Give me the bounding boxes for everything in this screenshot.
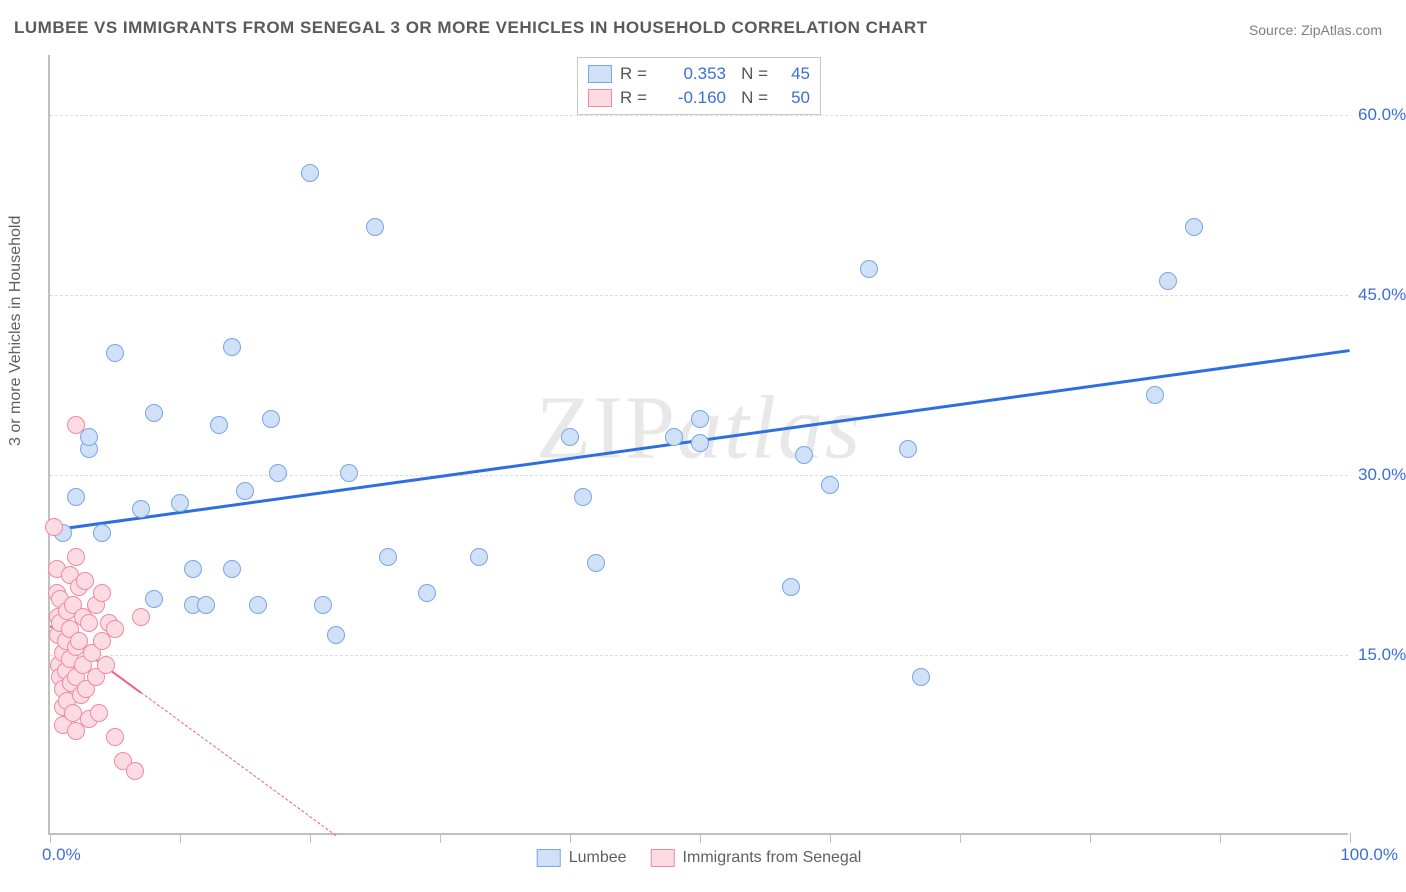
data-point [262,410,280,428]
data-point [1146,386,1164,404]
data-point [301,164,319,182]
data-point [912,668,930,686]
data-point [132,608,150,626]
data-point [665,428,683,446]
legend-item-lumbee: Lumbee [537,849,627,867]
data-point [67,416,85,434]
data-point [184,560,202,578]
x-tick-label-min: 0.0% [42,845,81,865]
data-point [126,762,144,780]
data-point [67,488,85,506]
y-tick-label: 60.0% [1358,105,1406,125]
data-point [327,626,345,644]
source-label: Source: ZipAtlas.com [1249,22,1382,38]
data-point [314,596,332,614]
data-point [470,548,488,566]
y-tick-label: 45.0% [1358,285,1406,305]
data-point [223,560,241,578]
data-point [899,440,917,458]
gridline [50,655,1348,656]
gridline [50,475,1348,476]
legend-series: Lumbee Immigrants from Senegal [537,849,862,867]
data-point [587,554,605,572]
data-point [249,596,267,614]
data-point [106,620,124,638]
x-tick [700,833,701,843]
legend-swatch-lumbee [588,65,612,83]
legend-n-value-1: 45 [776,64,810,84]
data-point [574,488,592,506]
x-tick [830,833,831,843]
data-point [80,614,98,632]
data-point [97,656,115,674]
x-tick-label-max: 100.0% [1340,845,1398,865]
gridline [50,115,1348,116]
data-point [1185,218,1203,236]
data-point [782,578,800,596]
x-tick [180,833,181,843]
data-point [269,464,287,482]
data-point [236,482,254,500]
legend-row-lumbee: R = 0.353 N = 45 [588,62,810,86]
data-point [67,548,85,566]
x-tick [1350,833,1351,843]
y-tick-label: 15.0% [1358,645,1406,665]
x-tick [1090,833,1091,843]
data-point [90,704,108,722]
data-point [145,590,163,608]
x-tick [310,833,311,843]
chart-title: LUMBEE VS IMMIGRANTS FROM SENEGAL 3 OR M… [14,18,928,38]
legend-label-lumbee: Lumbee [569,849,627,867]
data-point [366,218,384,236]
legend-label-senegal: Immigrants from Senegal [683,849,862,867]
legend-n-label: N = [734,64,768,84]
data-point [821,476,839,494]
x-tick [440,833,441,843]
data-point [379,548,397,566]
legend-n-value-2: 50 [776,88,810,108]
watermark: ZIPatlas [536,377,862,480]
data-point [1159,272,1177,290]
x-tick [570,833,571,843]
legend-r-value-2: -0.160 [656,88,726,108]
legend-item-senegal: Immigrants from Senegal [651,849,862,867]
legend-r-value-1: 0.353 [656,64,726,84]
data-point [93,524,111,542]
data-point [132,500,150,518]
data-point [418,584,436,602]
data-point [171,494,189,512]
legend-swatch-lumbee [537,849,561,867]
data-point [691,434,709,452]
legend-r-label: R = [620,88,648,108]
legend-r-label: R = [620,64,648,84]
y-axis-label: 3 or more Vehicles in Household [7,216,25,446]
data-point [340,464,358,482]
y-tick-label: 30.0% [1358,465,1406,485]
legend-swatch-senegal [651,849,675,867]
plot-area: ZIPatlas R = 0.353 N = 45 R = -0.160 N =… [48,55,1348,835]
data-point [691,410,709,428]
x-tick [960,833,961,843]
data-point [76,572,94,590]
data-point [795,446,813,464]
data-point [210,416,228,434]
x-tick [1220,833,1221,843]
data-point [197,596,215,614]
data-point [145,404,163,422]
data-point [860,260,878,278]
trend-line [141,692,337,836]
x-tick [50,833,51,843]
data-point [223,338,241,356]
data-point [45,518,63,536]
legend-correlation: R = 0.353 N = 45 R = -0.160 N = 50 [577,57,821,115]
data-point [561,428,579,446]
watermark-zip: ZIP [536,379,677,478]
legend-row-senegal: R = -0.160 N = 50 [588,86,810,110]
data-point [93,584,111,602]
data-point [106,344,124,362]
legend-n-label: N = [734,88,768,108]
legend-swatch-senegal [588,89,612,107]
gridline [50,295,1348,296]
data-point [106,728,124,746]
